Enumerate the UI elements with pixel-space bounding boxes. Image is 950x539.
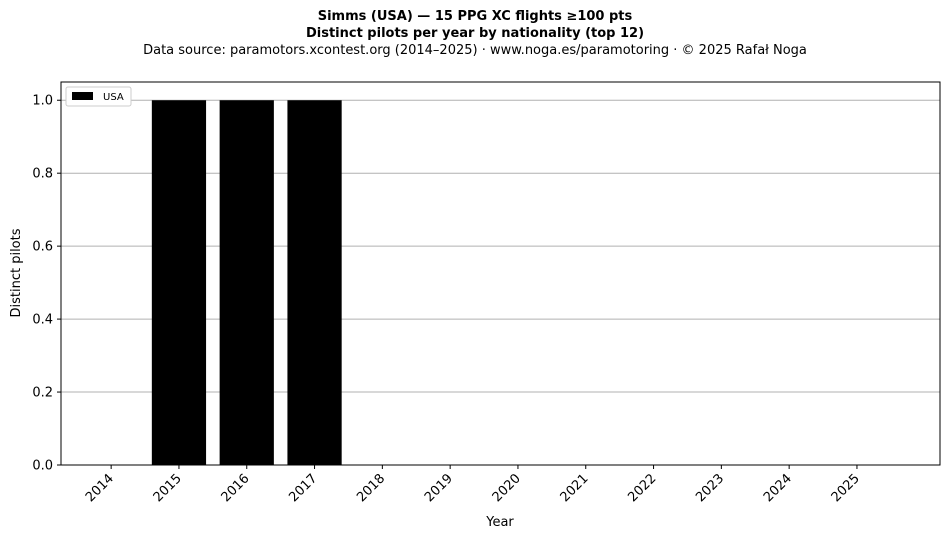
x-tick-label: 2023 (693, 471, 727, 505)
x-tick-label: 2022 (625, 471, 659, 505)
data-source: Data source: paramotors.xcontest.org (20… (143, 43, 807, 58)
x-tick-label: 2019 (422, 471, 456, 505)
legend-box (65, 86, 132, 107)
chart-subtitle: Distinct pilots per year by nationality … (305, 26, 645, 41)
x-tick-label: 2015 (151, 471, 185, 505)
x-tick-label: 2016 (219, 471, 253, 505)
x-tick-label: 2018 (354, 471, 388, 505)
x-tick-label: 2024 (761, 471, 795, 505)
x-tick-label: 2017 (286, 471, 320, 505)
legend-label-usa: USA (103, 92, 124, 103)
y-tick-label: 1.0 (32, 94, 53, 109)
plot-frame (60, 81, 941, 466)
x-tick-label: 2014 (83, 471, 117, 505)
x-tick-label: 2025 (829, 471, 863, 505)
y-tick-label: 0.6 (32, 240, 53, 255)
x-tick-label: 2020 (490, 471, 524, 505)
chart-title: Simms (USA) — 15 PPG XC flights ≥100 pts (317, 9, 633, 24)
y-tick-label: 0.8 (32, 167, 53, 182)
legend: USA (65, 86, 132, 107)
y-axis: 0.0 0.2 0.4 0.6 0.8 1.0 (32, 94, 61, 474)
x-tick-label: 2021 (558, 471, 592, 505)
legend-swatch-usa (72, 92, 93, 100)
bar-2016 (219, 100, 274, 465)
bar-2017 (287, 100, 342, 465)
bar-2015 (151, 100, 207, 465)
y-axis-label: Distinct pilots (9, 228, 24, 317)
x-axis-label: Year (485, 515, 514, 530)
bars (151, 100, 342, 465)
y-tick-label: 0.0 (32, 459, 53, 474)
x-axis: 2014 2015 2016 2017 2018 2019 2020 2021 2022 2023… (83, 465, 863, 505)
title-block: Simms (USA) — 15 PPG XC flights ≥100 pts… (0, 8, 950, 60)
y-tick-label: 0.4 (32, 313, 53, 328)
y-tick-label: 0.2 (32, 386, 53, 401)
